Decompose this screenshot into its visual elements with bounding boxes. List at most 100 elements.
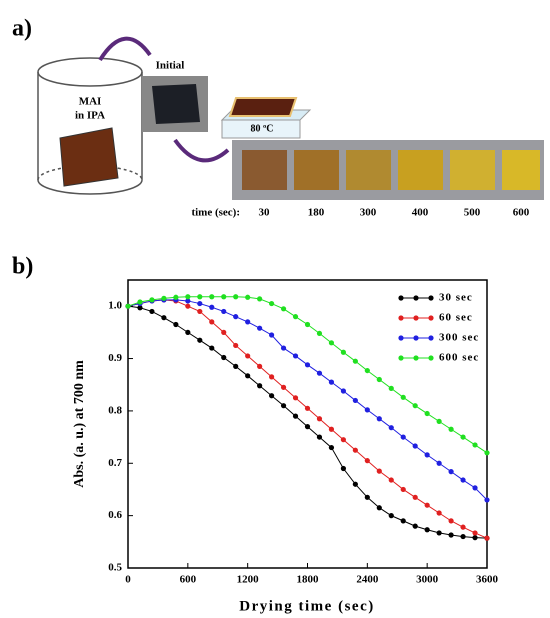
data-point	[245, 373, 250, 378]
data-point	[449, 469, 454, 474]
data-point	[221, 294, 226, 299]
data-point	[389, 477, 394, 482]
data-point	[377, 505, 382, 510]
legend-label: 600 sec	[439, 352, 479, 364]
time-value: 300	[360, 207, 377, 219]
data-point	[269, 374, 274, 379]
data-point	[365, 495, 370, 500]
data-point	[281, 306, 286, 311]
panel-label: a)	[12, 16, 32, 42]
data-point	[460, 477, 465, 482]
data-point	[353, 398, 358, 403]
data-point	[437, 510, 442, 515]
data-point	[161, 315, 166, 320]
data-point	[317, 371, 322, 376]
data-point	[257, 326, 262, 331]
data-point	[197, 294, 202, 299]
data-point	[233, 314, 238, 319]
data-point	[269, 393, 274, 398]
data-point	[329, 340, 334, 345]
data-point	[341, 350, 346, 355]
data-point	[221, 309, 226, 314]
film	[242, 150, 287, 190]
data-point	[413, 443, 418, 448]
data-point	[209, 319, 214, 324]
data-point	[413, 524, 418, 529]
x-axis-label: Drying time (sec)	[239, 598, 374, 614]
legend-marker	[398, 295, 403, 300]
data-point	[329, 445, 334, 450]
data-point	[425, 527, 430, 532]
legend-marker	[413, 315, 418, 320]
data-point	[365, 407, 370, 412]
legend-marker	[428, 355, 433, 360]
data-point	[197, 309, 202, 314]
data-point	[233, 364, 238, 369]
data-point	[317, 331, 322, 336]
data-point	[472, 442, 477, 447]
legend-marker	[413, 335, 418, 340]
data-point	[449, 518, 454, 523]
data-point	[377, 416, 382, 421]
data-point	[401, 395, 406, 400]
data-point	[425, 503, 430, 508]
x-tick-label: 0	[125, 574, 131, 586]
arrow	[175, 140, 228, 160]
x-tick-label: 2400	[356, 574, 379, 586]
data-point	[281, 345, 286, 350]
x-tick-label: 1800	[297, 574, 320, 586]
data-point	[293, 395, 298, 400]
film	[398, 150, 443, 190]
data-point	[305, 362, 310, 367]
data-point	[305, 406, 310, 411]
data-point	[377, 469, 382, 474]
series-line	[128, 300, 487, 500]
film	[450, 150, 495, 190]
x-tick-label: 1200	[237, 574, 260, 586]
legend-label: 60 sec	[439, 312, 473, 324]
data-point	[317, 416, 322, 421]
data-point	[449, 532, 454, 537]
data-point	[437, 530, 442, 535]
data-point	[341, 388, 346, 393]
data-point	[437, 461, 442, 466]
data-point	[185, 294, 190, 299]
data-point	[472, 530, 477, 535]
data-point	[197, 338, 202, 343]
data-point	[329, 380, 334, 385]
film	[60, 128, 118, 186]
data-point	[257, 296, 262, 301]
series-line	[128, 300, 487, 538]
data-point	[484, 536, 489, 541]
y-tick-label: 0.5	[108, 562, 122, 574]
data-point	[401, 487, 406, 492]
data-point	[245, 353, 250, 358]
data-point	[329, 427, 334, 432]
data-point	[149, 297, 154, 302]
legend-marker	[413, 355, 418, 360]
data-point	[437, 419, 442, 424]
data-point	[221, 330, 226, 335]
data-point	[137, 299, 142, 304]
data-point	[281, 385, 286, 390]
data-point	[185, 304, 190, 309]
data-point	[305, 424, 310, 429]
data-point	[173, 322, 178, 327]
film	[294, 150, 339, 190]
film	[346, 150, 391, 190]
data-point	[293, 353, 298, 358]
data-point	[245, 319, 250, 324]
data-point	[149, 309, 154, 314]
legend-marker	[398, 315, 403, 320]
y-tick-label: 0.8	[108, 404, 122, 416]
data-point	[484, 450, 489, 455]
data-point	[245, 295, 250, 300]
legend-label: 300 sec	[439, 332, 479, 344]
data-point	[401, 518, 406, 523]
film	[152, 84, 200, 124]
data-point	[389, 425, 394, 430]
data-point	[401, 434, 406, 439]
data-point	[389, 513, 394, 518]
data-point	[365, 368, 370, 373]
data-point	[353, 448, 358, 453]
